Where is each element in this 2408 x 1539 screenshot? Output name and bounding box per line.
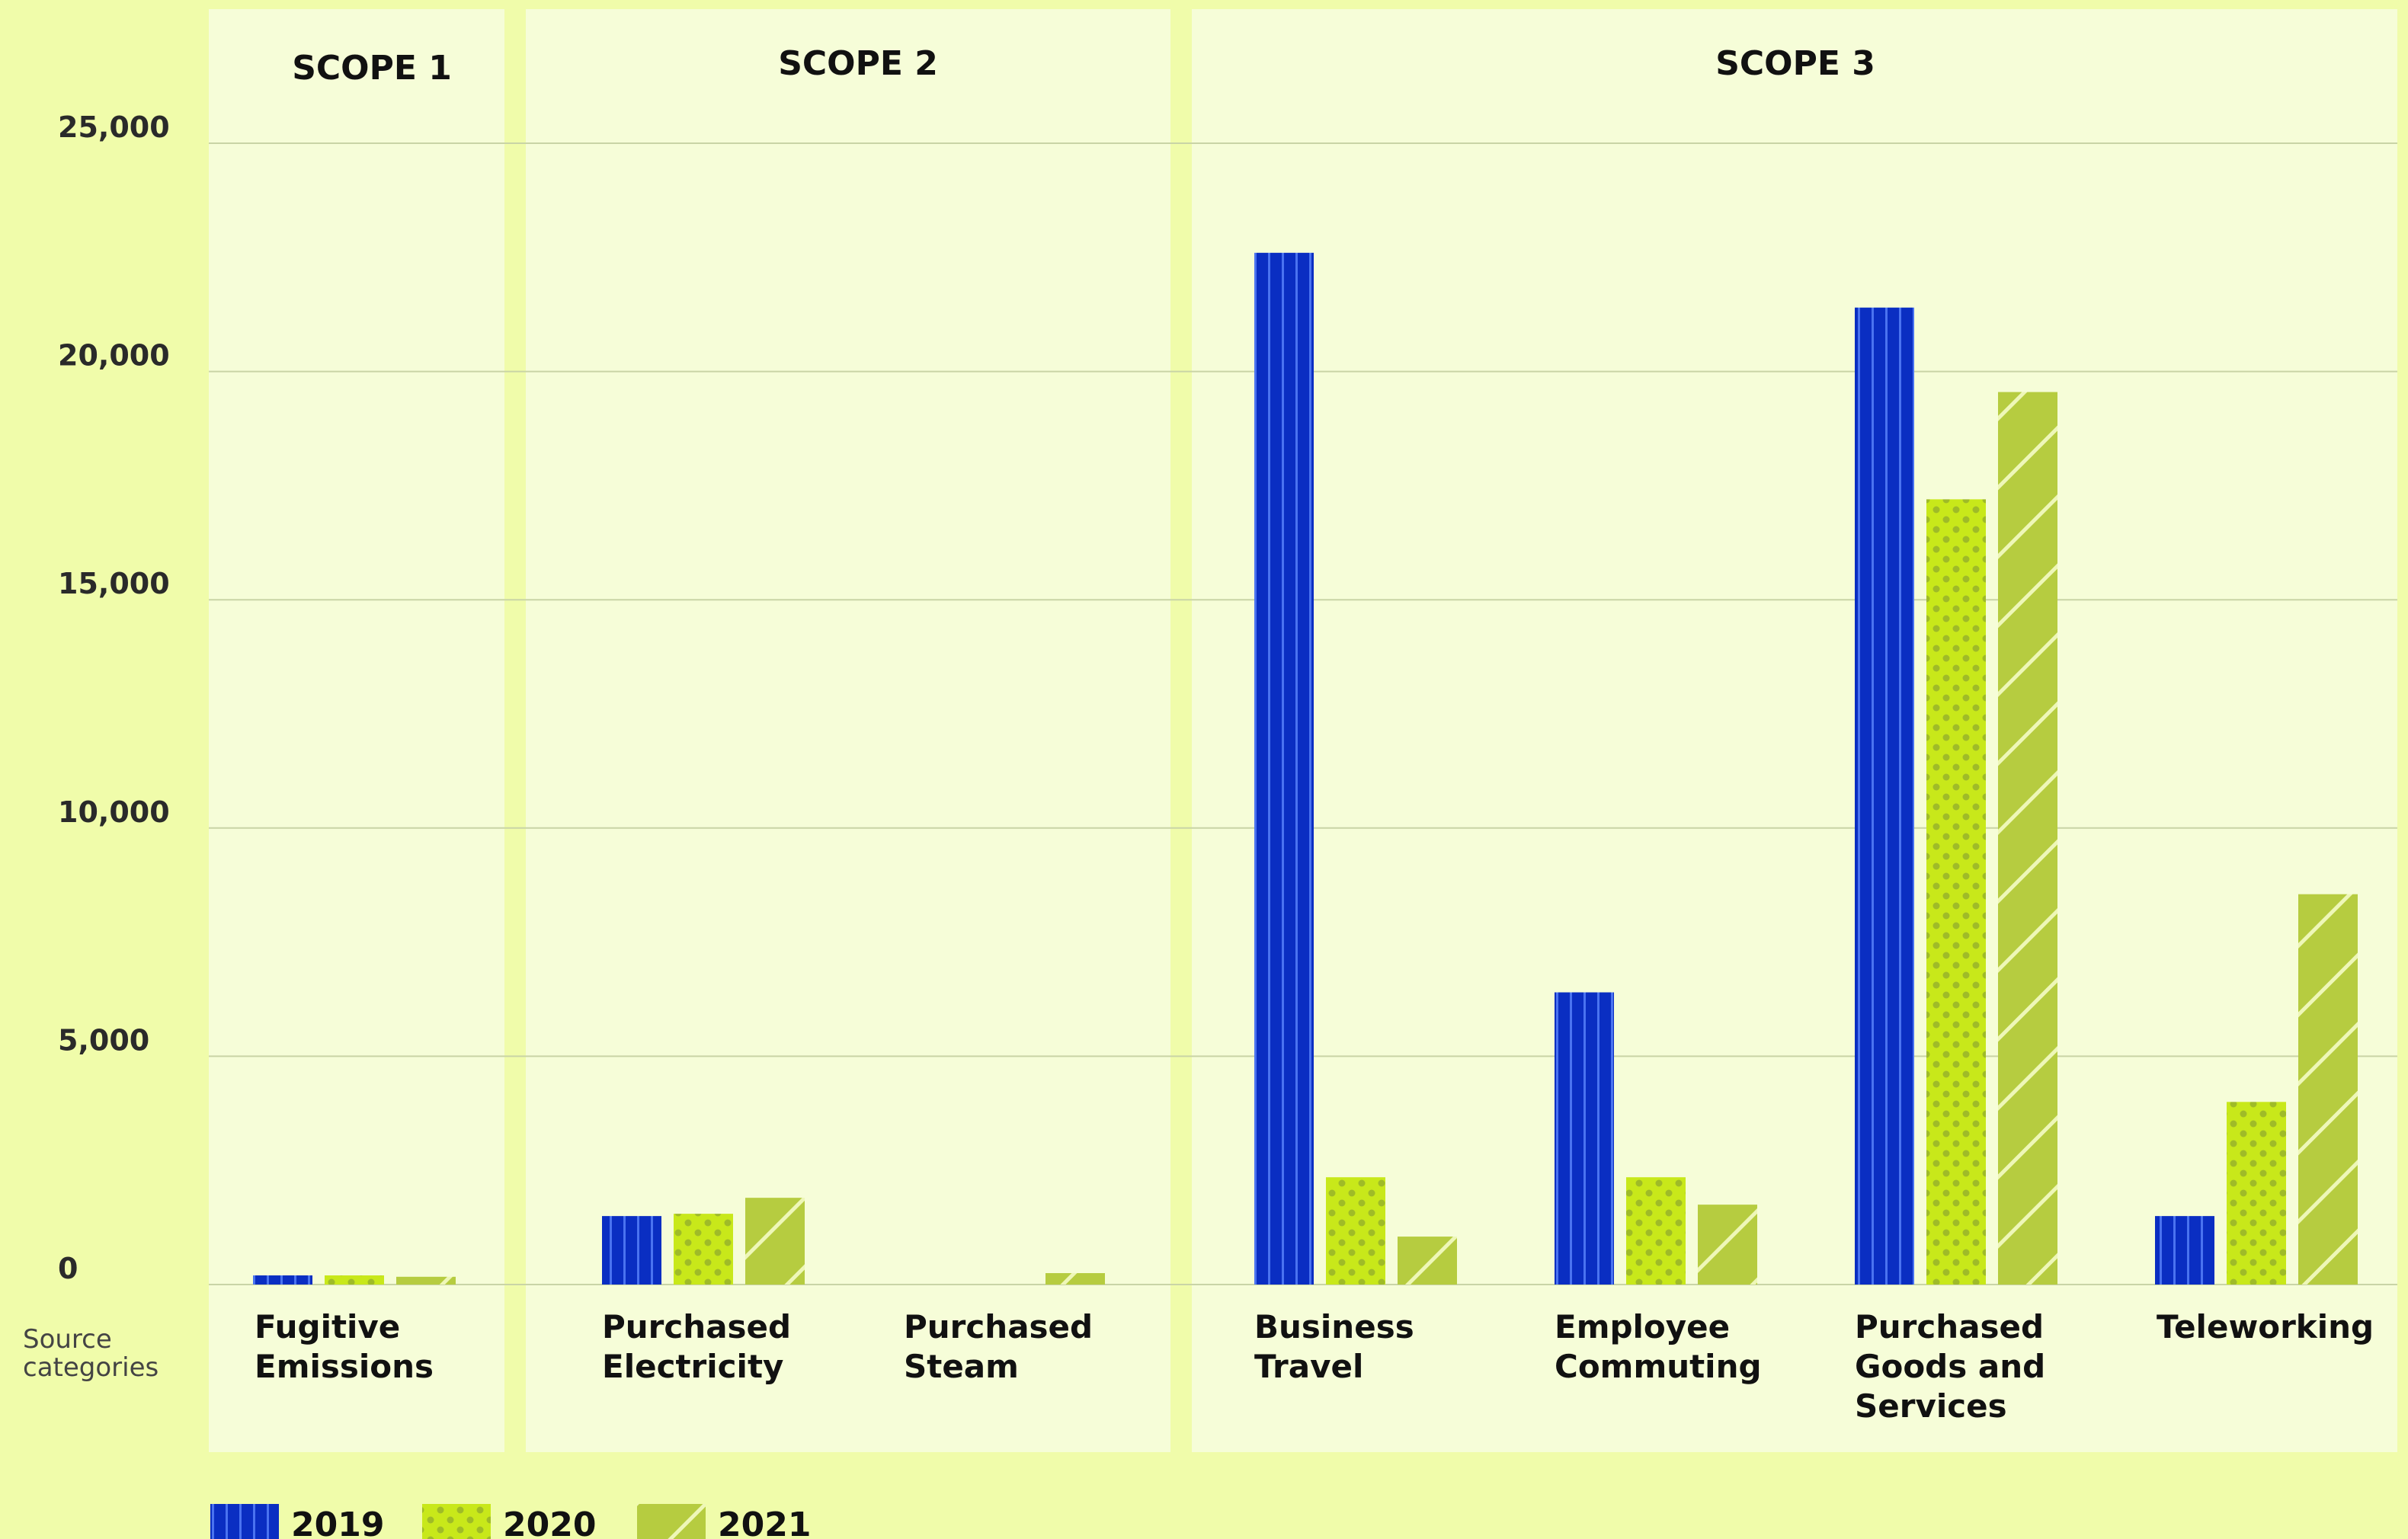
scope2-title: SCOPE 2 [778, 44, 938, 83]
bar-2020-0 [325, 1275, 384, 1285]
y-tick-label: 5,000 [58, 1023, 149, 1057]
category-label-0: Fugitive Emissions [255, 1308, 434, 1385]
category-label-line: Purchased [1855, 1308, 2044, 1345]
legend-swatch-2021 [637, 1504, 706, 1539]
x-axis-title-line1: Source [23, 1324, 112, 1355]
category-label-6: Teleworking [2157, 1308, 2374, 1345]
category-label-line: Commuting [1555, 1348, 1762, 1385]
category-label-2: Purchased Steam [904, 1308, 1093, 1385]
scope-panels [209, 9, 2397, 1452]
category-label-line: Emissions [255, 1348, 434, 1385]
category-label-line: Purchased [602, 1308, 791, 1345]
scope1-title: SCOPE 1 [292, 49, 452, 88]
legend-swatch-2020 [422, 1504, 491, 1539]
bar-2020-4 [1626, 1177, 1686, 1285]
y-axis-ticks: 0 5,000 10,000 15,000 20,000 25,000 [58, 110, 170, 1285]
bar-2021-2 [1045, 1273, 1105, 1285]
y-tick-label: 10,000 [58, 795, 170, 829]
legend-label-2019: 2019 [291, 1505, 384, 1539]
legend-label-2021: 2021 [718, 1505, 811, 1539]
scope1-panel [209, 9, 504, 1452]
category-label-line: Services [1855, 1387, 2007, 1425]
bar-2020-3 [1326, 1177, 1385, 1285]
y-tick-label: 15,000 [58, 567, 170, 600]
category-label-1: Purchased Electricity [602, 1308, 791, 1385]
scope3-panel [1192, 9, 2397, 1452]
category-label-line: Purchased [904, 1308, 1093, 1345]
legend-label-2020: 2020 [503, 1505, 596, 1539]
bar-2019-5 [1855, 307, 1914, 1285]
y-tick-label: 20,000 [58, 339, 170, 373]
scope3-title: SCOPE 3 [1715, 44, 1875, 83]
legend: 2019 2020 2021 [210, 1504, 811, 1539]
category-label-line: Travel [1254, 1348, 1363, 1385]
x-axis-title-line2: categories [23, 1352, 159, 1383]
bar-2021-5 [1998, 392, 2057, 1285]
y-tick-label: 0 [58, 1252, 78, 1285]
category-label-5: Purchased Goods and Services [1855, 1308, 2045, 1425]
category-label-4: Employee Commuting [1555, 1308, 1762, 1385]
category-label-line: Teleworking [2157, 1308, 2374, 1345]
category-label-line: Electricity [602, 1348, 783, 1385]
scope2-panel [526, 9, 1170, 1452]
bar-2021-0 [396, 1276, 456, 1285]
bar-2021-6 [2298, 894, 2358, 1285]
scope-titles: SCOPE 1 SCOPE 2 SCOPE 3 [292, 44, 1875, 88]
bar-2019-4 [1555, 992, 1614, 1285]
category-label-line: Goods and [1855, 1348, 2045, 1385]
bar-2020-1 [674, 1214, 733, 1285]
bar-2020-6 [2227, 1102, 2286, 1285]
bar-2021-3 [1398, 1237, 1457, 1285]
category-label-line: Steam [904, 1348, 1019, 1385]
bar-2019-3 [1254, 252, 1314, 1285]
category-label-3: Business Travel [1254, 1308, 1414, 1385]
x-axis-title: Source categories [23, 1324, 159, 1383]
bar-2019-1 [602, 1216, 661, 1285]
category-label-line: Fugitive [255, 1308, 400, 1345]
category-label-line: Employee [1555, 1308, 1730, 1345]
bar-2020-5 [1926, 499, 1986, 1285]
bar-2019-0 [253, 1275, 312, 1285]
legend-swatch-2019 [210, 1504, 279, 1539]
bars [253, 252, 2358, 1285]
bar-2021-4 [1698, 1205, 1757, 1285]
y-tick-label: 25,000 [58, 110, 170, 144]
category-label-line: Business [1254, 1308, 1414, 1345]
bar-2019-6 [2155, 1216, 2214, 1285]
bar-2021-1 [745, 1198, 805, 1285]
